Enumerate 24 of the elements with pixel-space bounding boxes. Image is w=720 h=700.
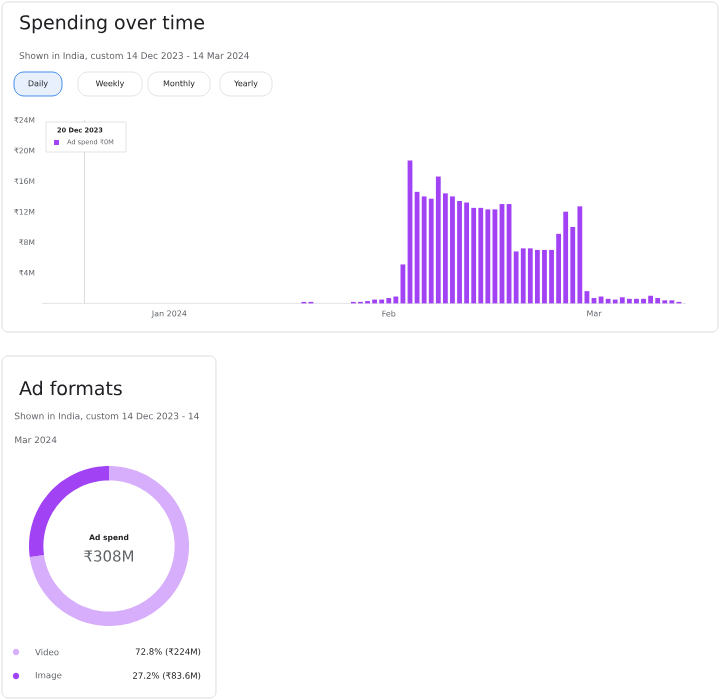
bar (520, 248, 526, 304)
chart-title: Ad formats (19, 380, 122, 396)
chart-title: Spending over time (20, 14, 205, 34)
bar (478, 207, 484, 304)
bar (634, 298, 639, 304)
bar (527, 248, 533, 304)
bar (605, 298, 611, 304)
bar (450, 196, 455, 304)
bar (457, 200, 462, 304)
bar (386, 298, 392, 304)
bar (542, 249, 547, 304)
bar (648, 295, 654, 304)
bar (485, 209, 491, 304)
bar (435, 176, 441, 304)
bar (655, 298, 661, 304)
bar (577, 206, 583, 304)
bar (421, 196, 427, 304)
bar (534, 249, 540, 304)
bar (471, 207, 477, 304)
bar (619, 297, 625, 304)
bar (563, 211, 569, 304)
bar (464, 202, 470, 304)
bar (626, 298, 632, 304)
bar (641, 298, 646, 304)
